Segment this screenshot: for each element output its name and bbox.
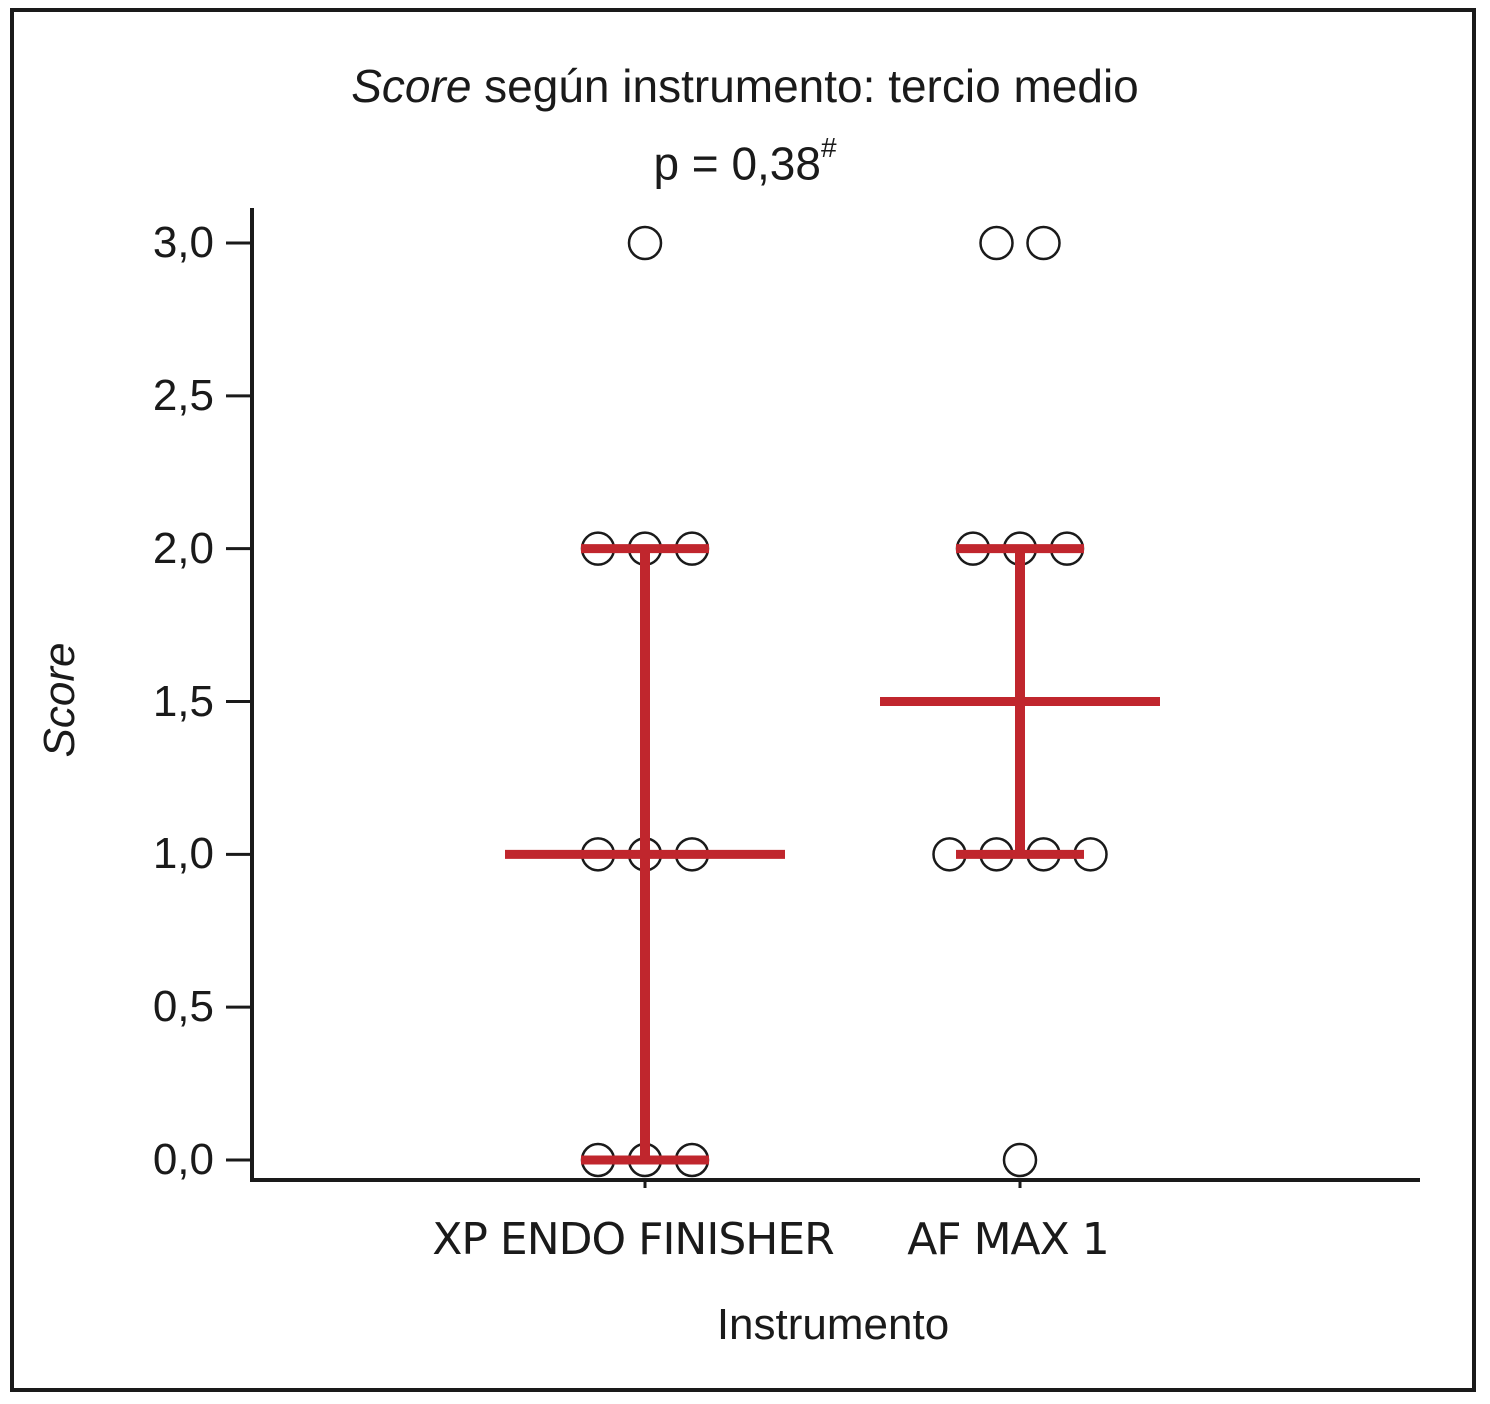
y-tick-label: 2,0 xyxy=(152,523,214,573)
chart-title-italic: Score xyxy=(351,60,472,112)
figure-frame xyxy=(10,8,1476,1392)
chart-title: Score según instrumento: tercio medio xyxy=(0,58,1490,114)
x-category-label-af-max-1: AF MAX 1 xyxy=(907,1214,1110,1265)
data-point xyxy=(627,225,663,261)
y-tick-label: 1,0 xyxy=(152,829,214,879)
x-category-label-xp-endo-finisher: XP ENDO FINISHER xyxy=(432,1214,834,1265)
x-axis-label: Instrumento xyxy=(716,1300,950,1349)
chart-subtitle-sup: # xyxy=(820,132,837,163)
y-tick-label: 2,5 xyxy=(152,370,214,420)
data-point xyxy=(1026,225,1061,261)
data-point xyxy=(979,225,1014,261)
y-tick-label: 0,5 xyxy=(152,982,214,1032)
y-tick-label: 1,5 xyxy=(152,676,214,726)
chart-subtitle-text: p = 0,38 xyxy=(653,137,821,190)
chart-subtitle: p = 0,38# xyxy=(0,126,1490,191)
y-tick-label: 3,0 xyxy=(152,218,214,267)
data-point xyxy=(1002,1142,1038,1178)
y-tick-label: 0,0 xyxy=(152,1135,214,1184)
chart-title-rest: según instrumento: tercio medio xyxy=(471,60,1139,112)
